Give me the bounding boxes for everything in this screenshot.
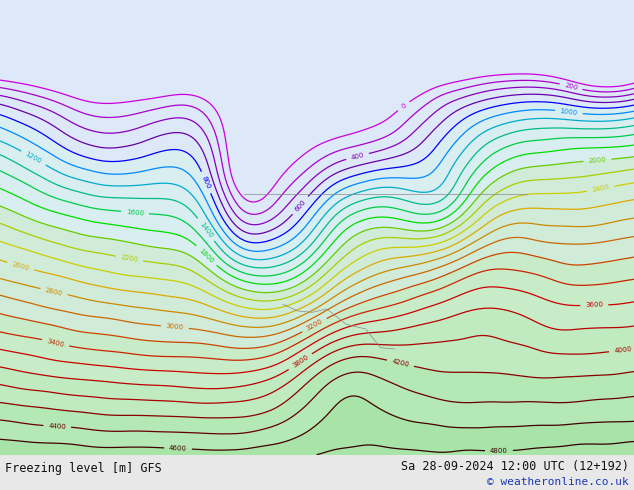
- Text: 1800: 1800: [198, 247, 215, 264]
- Text: 600: 600: [294, 198, 307, 212]
- Text: 4200: 4200: [391, 358, 410, 368]
- Text: 2600: 2600: [11, 261, 30, 271]
- Text: 1400: 1400: [198, 220, 214, 239]
- Text: 3800: 3800: [291, 354, 309, 369]
- Text: 1200: 1200: [24, 151, 42, 165]
- Text: 0: 0: [400, 102, 407, 110]
- Text: 4600: 4600: [169, 445, 187, 452]
- Text: 2200: 2200: [120, 254, 139, 263]
- Text: 3000: 3000: [165, 323, 184, 331]
- Text: 4000: 4000: [614, 346, 632, 354]
- Polygon shape: [0, 0, 266, 205]
- Text: Freezing level [m] GFS: Freezing level [m] GFS: [5, 462, 162, 475]
- Text: 3600: 3600: [585, 302, 604, 308]
- Text: 200: 200: [564, 82, 578, 91]
- Text: © weatheronline.co.uk: © weatheronline.co.uk: [487, 477, 629, 487]
- Text: 4400: 4400: [48, 423, 66, 430]
- Text: 3400: 3400: [46, 338, 65, 348]
- Text: Sa 28-09-2024 12:00 UTC (12+192): Sa 28-09-2024 12:00 UTC (12+192): [401, 460, 629, 472]
- Text: 800: 800: [201, 175, 212, 190]
- Text: 3200: 3200: [306, 318, 324, 332]
- Text: 2800: 2800: [44, 287, 63, 296]
- Text: 2000: 2000: [588, 157, 607, 164]
- Text: 400: 400: [351, 152, 365, 161]
- Text: 1600: 1600: [126, 209, 145, 217]
- Text: 1000: 1000: [560, 108, 578, 116]
- Text: 2400: 2400: [592, 184, 610, 194]
- Text: 4800: 4800: [490, 447, 508, 454]
